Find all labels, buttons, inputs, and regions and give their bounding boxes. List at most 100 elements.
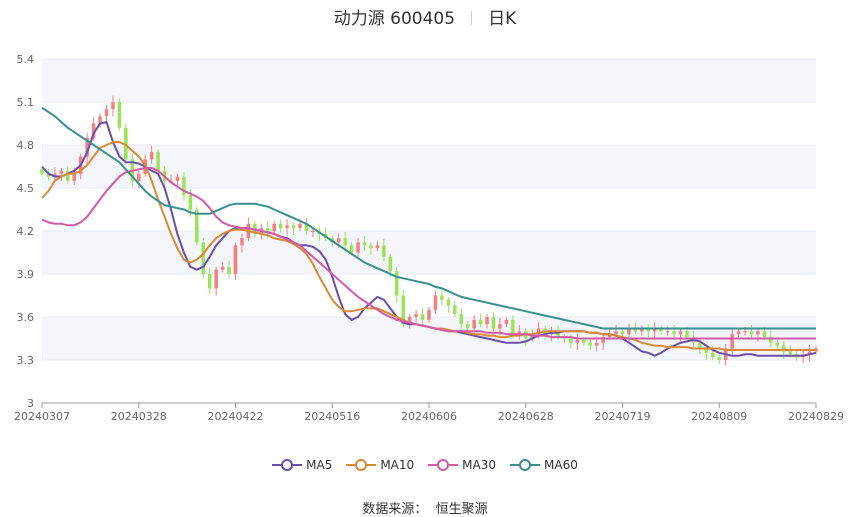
y-tick-label: 5.4 <box>17 53 35 66</box>
candle-body <box>453 305 457 315</box>
candle-body <box>504 319 509 325</box>
candle-body <box>433 295 438 310</box>
candle-body <box>111 102 115 110</box>
x-tick-label: 20240809 <box>691 410 747 423</box>
legend-label: MA60 <box>544 458 578 472</box>
legend-item-ma60[interactable]: MA60 <box>510 458 578 472</box>
kline-chart[interactable]: 33.33.63.94.24.54.85.15.4 20240307 202403… <box>0 0 850 450</box>
candle-body <box>620 331 625 335</box>
candle-body <box>214 269 218 289</box>
candle-body <box>491 317 496 329</box>
x-tick-label: 20240516 <box>304 410 360 423</box>
candle-body <box>427 309 431 320</box>
candle-body <box>356 242 360 253</box>
candle-body <box>607 334 612 338</box>
legend-label: MA5 <box>306 458 333 472</box>
candle-body <box>382 245 386 257</box>
candle-body <box>672 331 676 335</box>
legend-marker-icon <box>428 459 459 471</box>
candle-body <box>117 102 122 128</box>
y-tick-label: 4.8 <box>17 139 35 152</box>
x-tick-label: 20240328 <box>111 410 167 423</box>
candle-body <box>498 324 502 329</box>
candle-body <box>659 328 663 332</box>
candle-body <box>401 295 405 325</box>
legend: MA5 MA10 MA30 MA60 <box>0 458 850 475</box>
candle-body <box>743 331 747 333</box>
candle-body <box>195 209 199 243</box>
legend-marker-icon <box>510 459 541 471</box>
candle-body <box>278 223 283 229</box>
candle-body <box>349 245 354 253</box>
candle-body <box>601 337 605 343</box>
chart-title: 动力源 600405 日K <box>0 4 850 29</box>
x-tick-label: 20240422 <box>208 410 264 423</box>
candle-body <box>762 331 767 338</box>
candle-body <box>72 173 77 181</box>
candle-body <box>485 317 489 325</box>
candle-body <box>807 351 812 355</box>
legend-marker-icon <box>272 459 303 471</box>
candle-body <box>175 176 180 181</box>
candle-body <box>536 328 541 335</box>
candle-body <box>227 266 231 274</box>
candle-body <box>343 238 347 246</box>
candle-body <box>781 345 786 352</box>
x-tick-label: 20240829 <box>788 410 844 423</box>
candle-body <box>575 339 580 343</box>
candle-body <box>59 170 64 174</box>
candle-body <box>375 245 380 249</box>
x-tick-label: 20240606 <box>401 410 457 423</box>
grid-band <box>42 59 816 102</box>
candle-body <box>730 334 734 349</box>
candle-body <box>272 223 276 231</box>
candle-body <box>182 176 186 196</box>
legend-item-ma10[interactable]: MA10 <box>346 458 414 472</box>
candle-body <box>388 256 393 272</box>
legend-item-ma30[interactable]: MA30 <box>428 458 496 472</box>
candle-body <box>556 331 560 338</box>
candle-body <box>614 331 618 335</box>
legend-item-ma5[interactable]: MA5 <box>272 458 332 472</box>
grid-bands <box>42 59 816 360</box>
candle-body <box>188 195 193 210</box>
data-source: 数据来源： 恒生聚源 <box>0 498 850 517</box>
legend-marker-icon <box>346 459 377 471</box>
candle-body <box>201 242 206 274</box>
candle-body <box>394 271 399 296</box>
candle-body <box>53 173 57 177</box>
source-label: 数据来源： <box>362 502 428 517</box>
candle-body <box>465 324 470 329</box>
candle-body <box>149 152 154 160</box>
candle-body <box>685 331 689 338</box>
candle-body <box>511 319 515 335</box>
candle-body <box>788 351 792 355</box>
candle-body <box>478 319 483 325</box>
candle-body <box>711 352 715 358</box>
stock-name: 动力源 600405 <box>333 9 456 29</box>
candle-body <box>698 342 702 349</box>
candle-body <box>704 348 709 353</box>
x-tick-label: 20240307 <box>14 410 70 423</box>
candle-body <box>304 223 309 231</box>
legend-label: MA10 <box>380 458 415 472</box>
candle-body <box>769 337 773 343</box>
candle-body <box>420 314 425 320</box>
candle-body <box>298 223 302 229</box>
candle-body <box>627 328 631 335</box>
candle-body <box>414 314 418 317</box>
y-tick-label: 3.9 <box>17 268 35 281</box>
candle-body <box>646 328 651 332</box>
candle-body <box>775 342 780 346</box>
candle-body <box>40 169 44 174</box>
series-line-ma30 <box>41 166 816 340</box>
candle-body <box>749 331 754 335</box>
x-axis: 20240307 20240328 20240422 20240516 20240606… <box>14 402 844 423</box>
candle-body <box>156 152 160 171</box>
candle-body <box>736 331 741 335</box>
y-tick-label: 4.2 <box>17 225 35 238</box>
candle-body <box>633 328 638 332</box>
candle-body <box>207 274 212 289</box>
x-tick-label: 20240719 <box>595 410 651 423</box>
candle-body <box>336 238 341 243</box>
